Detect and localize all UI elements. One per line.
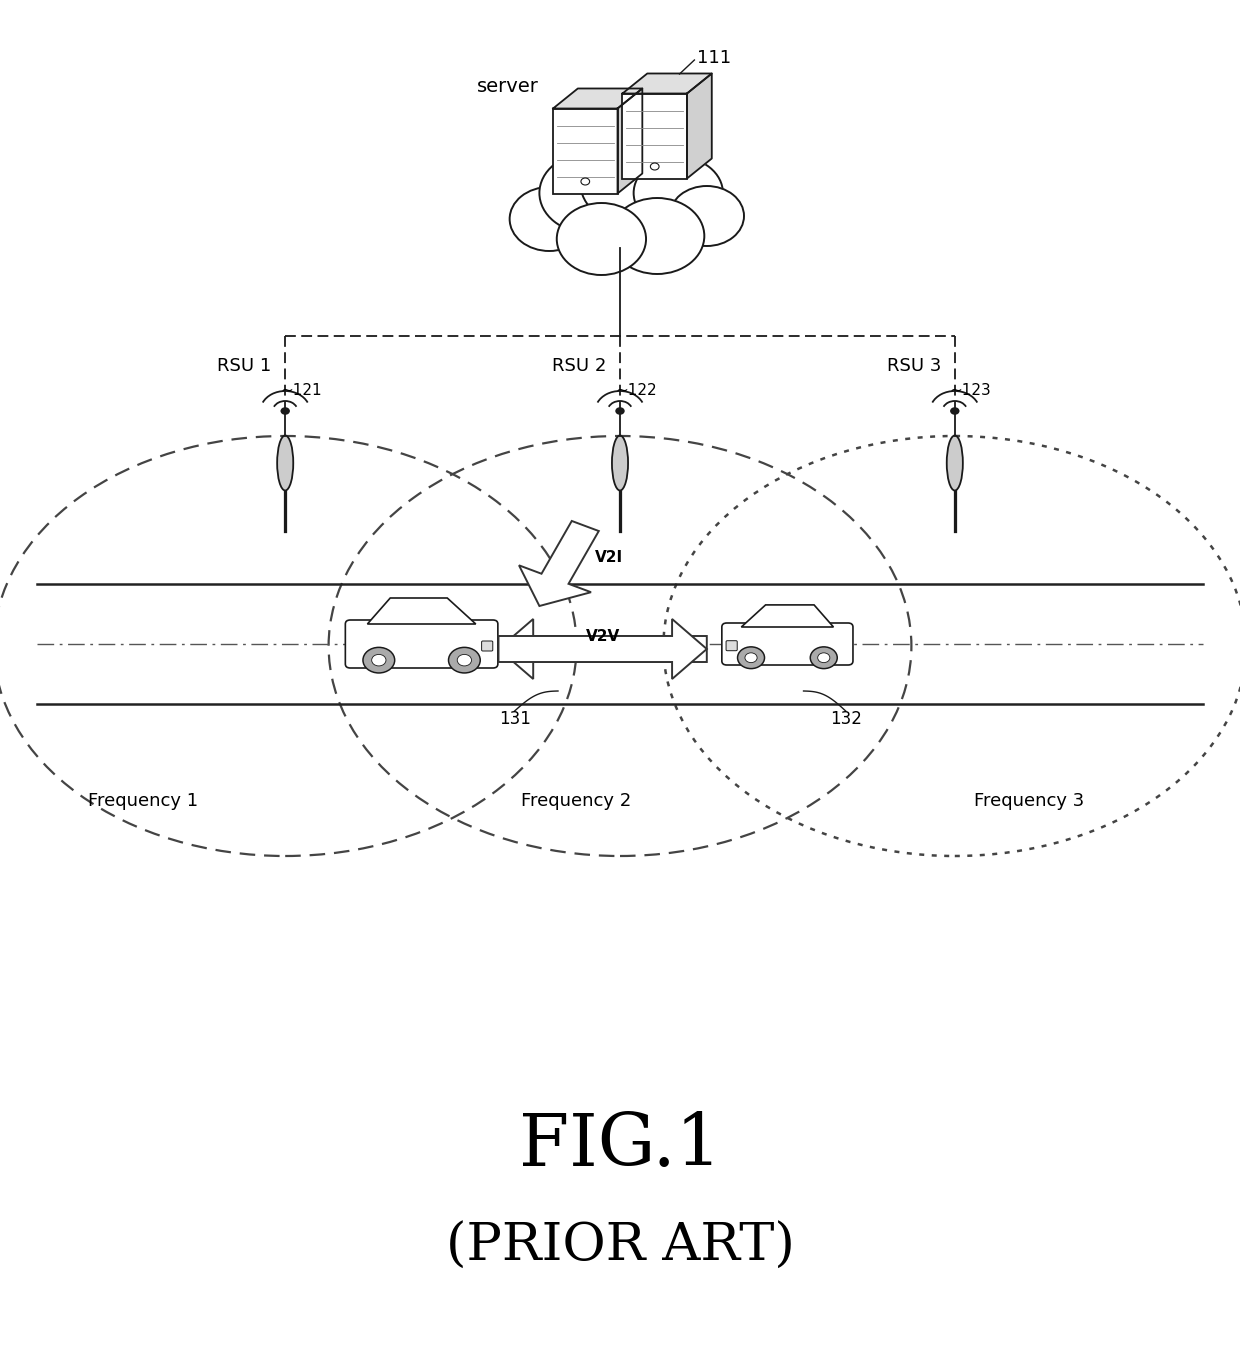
Circle shape [810,647,837,668]
FancyBboxPatch shape [722,623,853,665]
Circle shape [580,141,684,225]
Circle shape [610,198,704,275]
Text: 131: 131 [498,710,531,728]
Polygon shape [498,619,707,679]
Ellipse shape [277,436,293,490]
Circle shape [458,654,471,665]
Text: server: server [477,76,539,96]
FancyBboxPatch shape [345,620,498,668]
Polygon shape [520,520,599,607]
Circle shape [580,178,590,184]
Circle shape [510,187,589,251]
Polygon shape [367,598,476,624]
Text: RSU 2: RSU 2 [552,357,606,376]
Text: 132: 132 [830,710,862,728]
Polygon shape [553,89,642,108]
Bar [553,108,618,194]
Ellipse shape [613,436,627,490]
Text: 111: 111 [697,49,732,67]
Text: ~122: ~122 [615,382,657,398]
Text: Frequency 2: Frequency 2 [522,792,631,810]
Circle shape [372,654,386,665]
Circle shape [817,653,830,663]
Text: ~121: ~121 [280,382,322,398]
Circle shape [539,153,639,234]
Text: FIG.1: FIG.1 [518,1111,722,1182]
Bar [622,93,687,179]
Text: ~123: ~123 [950,382,992,398]
Polygon shape [618,89,642,194]
Text: RSU 1: RSU 1 [217,357,272,376]
Circle shape [745,653,758,663]
Circle shape [363,647,394,673]
Text: RSU 3: RSU 3 [887,357,941,376]
FancyBboxPatch shape [481,641,492,652]
Polygon shape [498,619,707,679]
Polygon shape [742,605,833,627]
Text: Frequency 1: Frequency 1 [88,792,197,810]
Circle shape [449,647,480,673]
Circle shape [650,163,660,169]
Text: V2I: V2I [595,550,624,566]
Text: Frequency 3: Frequency 3 [975,792,1084,810]
Circle shape [615,407,625,415]
Polygon shape [687,74,712,179]
Polygon shape [622,74,712,93]
FancyBboxPatch shape [727,641,738,650]
Text: (PRIOR ART): (PRIOR ART) [445,1220,795,1272]
Circle shape [634,157,723,229]
Circle shape [280,407,290,415]
Circle shape [738,647,765,668]
Ellipse shape [947,436,962,490]
Circle shape [670,186,744,246]
Circle shape [557,204,646,275]
Circle shape [950,407,960,415]
Text: V2V: V2V [585,628,620,643]
